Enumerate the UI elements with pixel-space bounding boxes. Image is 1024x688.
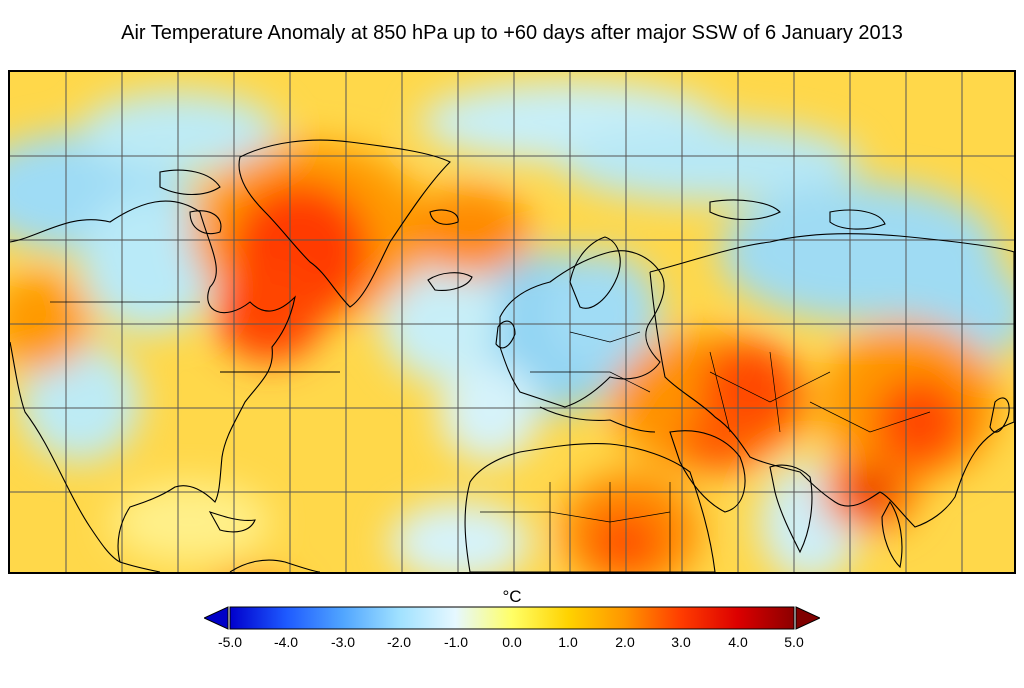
- colorbar-tick-label: 0.0: [502, 634, 522, 650]
- colorbar-tick-label: -2.0: [386, 634, 412, 650]
- colorbar-low-extend: [204, 606, 229, 630]
- coastlines: [10, 139, 1014, 572]
- colorbar-gradient: [229, 606, 795, 630]
- anomaly-field: [10, 82, 1014, 572]
- colorbar-tick-label: 1.0: [558, 634, 578, 650]
- colorbar-tick-label: -5.0: [217, 634, 243, 650]
- colorbar-tick-label: 3.0: [671, 634, 691, 650]
- colorbar-tick-label: 5.0: [784, 634, 804, 650]
- map-panel: [8, 70, 1016, 574]
- colorbar-tick-label: -1.0: [443, 634, 469, 650]
- colorbar-graphic: [204, 606, 820, 630]
- colorbar-unit: °C: [502, 587, 522, 606]
- colorbar-tick-label: -3.0: [330, 634, 356, 650]
- colorbar-high-extend: [795, 606, 820, 630]
- anomaly-map: [10, 72, 1014, 572]
- colorbar-tick-label: -4.0: [273, 634, 299, 650]
- country-borders: [50, 301, 931, 572]
- map-gridlines: [10, 72, 1014, 572]
- colorbar-tick-label: 4.0: [728, 634, 748, 650]
- map-title: Air Temperature Anomaly at 850 hPa up to…: [121, 22, 903, 44]
- colorbar: [204, 606, 820, 632]
- colorbar-tick-label: 2.0: [615, 634, 635, 650]
